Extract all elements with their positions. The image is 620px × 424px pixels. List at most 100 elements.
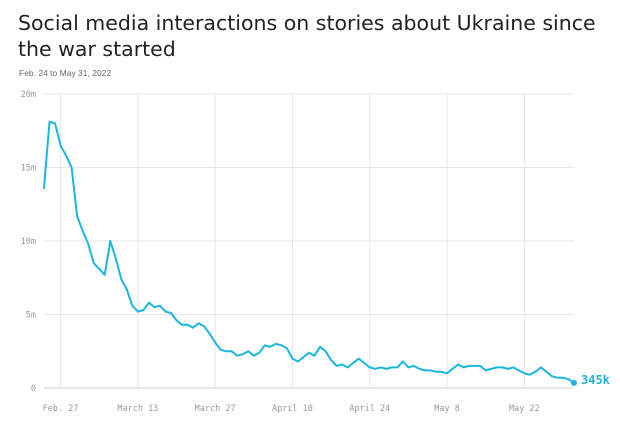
gridlines [44,93,574,389]
data-point [104,274,105,275]
data-point [198,323,199,324]
chart-title: Social media interactions on stories abo… [18,11,596,61]
data-point [297,361,298,362]
data-point [82,230,83,231]
data-point [165,311,166,312]
data-point [347,367,348,368]
data-point [126,289,127,290]
data-point [154,307,155,308]
data-point [115,258,116,259]
data-point [369,367,370,368]
y-tick-label: 20m [21,90,36,100]
data-point [49,121,50,122]
end-point-marker [571,379,577,386]
data-point [441,371,442,372]
x-tick-label: April 10 [272,404,313,414]
data-point [513,367,514,368]
end-label-layer: 345k [571,373,611,387]
data-point [264,345,265,346]
data-point [507,368,508,369]
data-point [474,365,475,366]
data-point [452,368,453,369]
chart-subtitle: Feb. 24 to May 31, 2022 [19,68,112,78]
data-point [303,357,304,358]
data-point [193,327,194,328]
data-point [458,364,459,365]
data-point [496,367,497,368]
y-tick-label: 10m [21,237,36,247]
data-point [226,351,227,352]
data-point [424,370,425,371]
x-tick-label: May 22 [509,404,540,414]
data-point [529,374,530,375]
data-point [364,362,365,363]
data-point [469,365,470,366]
data-point [397,367,398,368]
data-point [358,358,359,359]
data-point [557,377,558,378]
data-point [314,355,315,356]
x-tick-label: April 24 [349,404,390,414]
data-point [336,365,337,366]
data-point [391,367,392,368]
y-tick-label: 0 [31,384,36,394]
data-point [121,279,122,280]
data-point [435,371,436,372]
data-point [430,370,431,371]
data-point [176,320,177,321]
data-point [110,240,111,241]
data-point [286,348,287,349]
data-point [551,376,552,377]
axes: 0 5m 10m 15m 20m Feb. 27 March 13 March 27 April… [21,90,540,414]
data-point [292,358,293,359]
data-point [148,302,149,303]
data-point [88,243,89,244]
data-point [253,355,254,356]
data-point [562,377,563,378]
data-point [137,311,138,312]
x-tick-label: March 13 [117,404,158,414]
data-point [181,324,182,325]
y-tick-label: 15m [21,164,36,174]
data-point [93,263,94,264]
data-point [380,367,381,368]
data-point [413,365,414,366]
data-point [308,352,309,353]
data-point [375,368,376,369]
data-point [209,333,210,334]
data-point [132,305,133,306]
data-point [386,368,387,369]
data-point [77,215,78,216]
data-point [342,364,343,365]
data-point [43,188,44,189]
data-point [275,343,276,344]
data-point [66,155,67,156]
data-point [170,312,171,313]
data-point [540,367,541,368]
data-point [319,346,320,347]
data-point [402,361,403,362]
data-point [215,342,216,343]
data-point [54,123,55,124]
data-point [568,379,569,380]
end-value-label: 345k [581,373,611,387]
data-point [480,365,481,366]
data-point [491,368,492,369]
data-point [353,362,354,363]
data-point [270,346,271,347]
data-point [237,355,238,356]
data-point [60,145,61,146]
data-point [259,352,260,353]
data-point [463,367,464,368]
data-point [204,326,205,327]
data-point [485,370,486,371]
data-point [187,324,188,325]
data-point [99,268,100,269]
data-point [242,354,243,355]
y-tick-label: 5m [26,311,36,321]
data-point [518,370,519,371]
data-point [408,367,409,368]
data-point [419,368,420,369]
data-point [546,371,547,372]
